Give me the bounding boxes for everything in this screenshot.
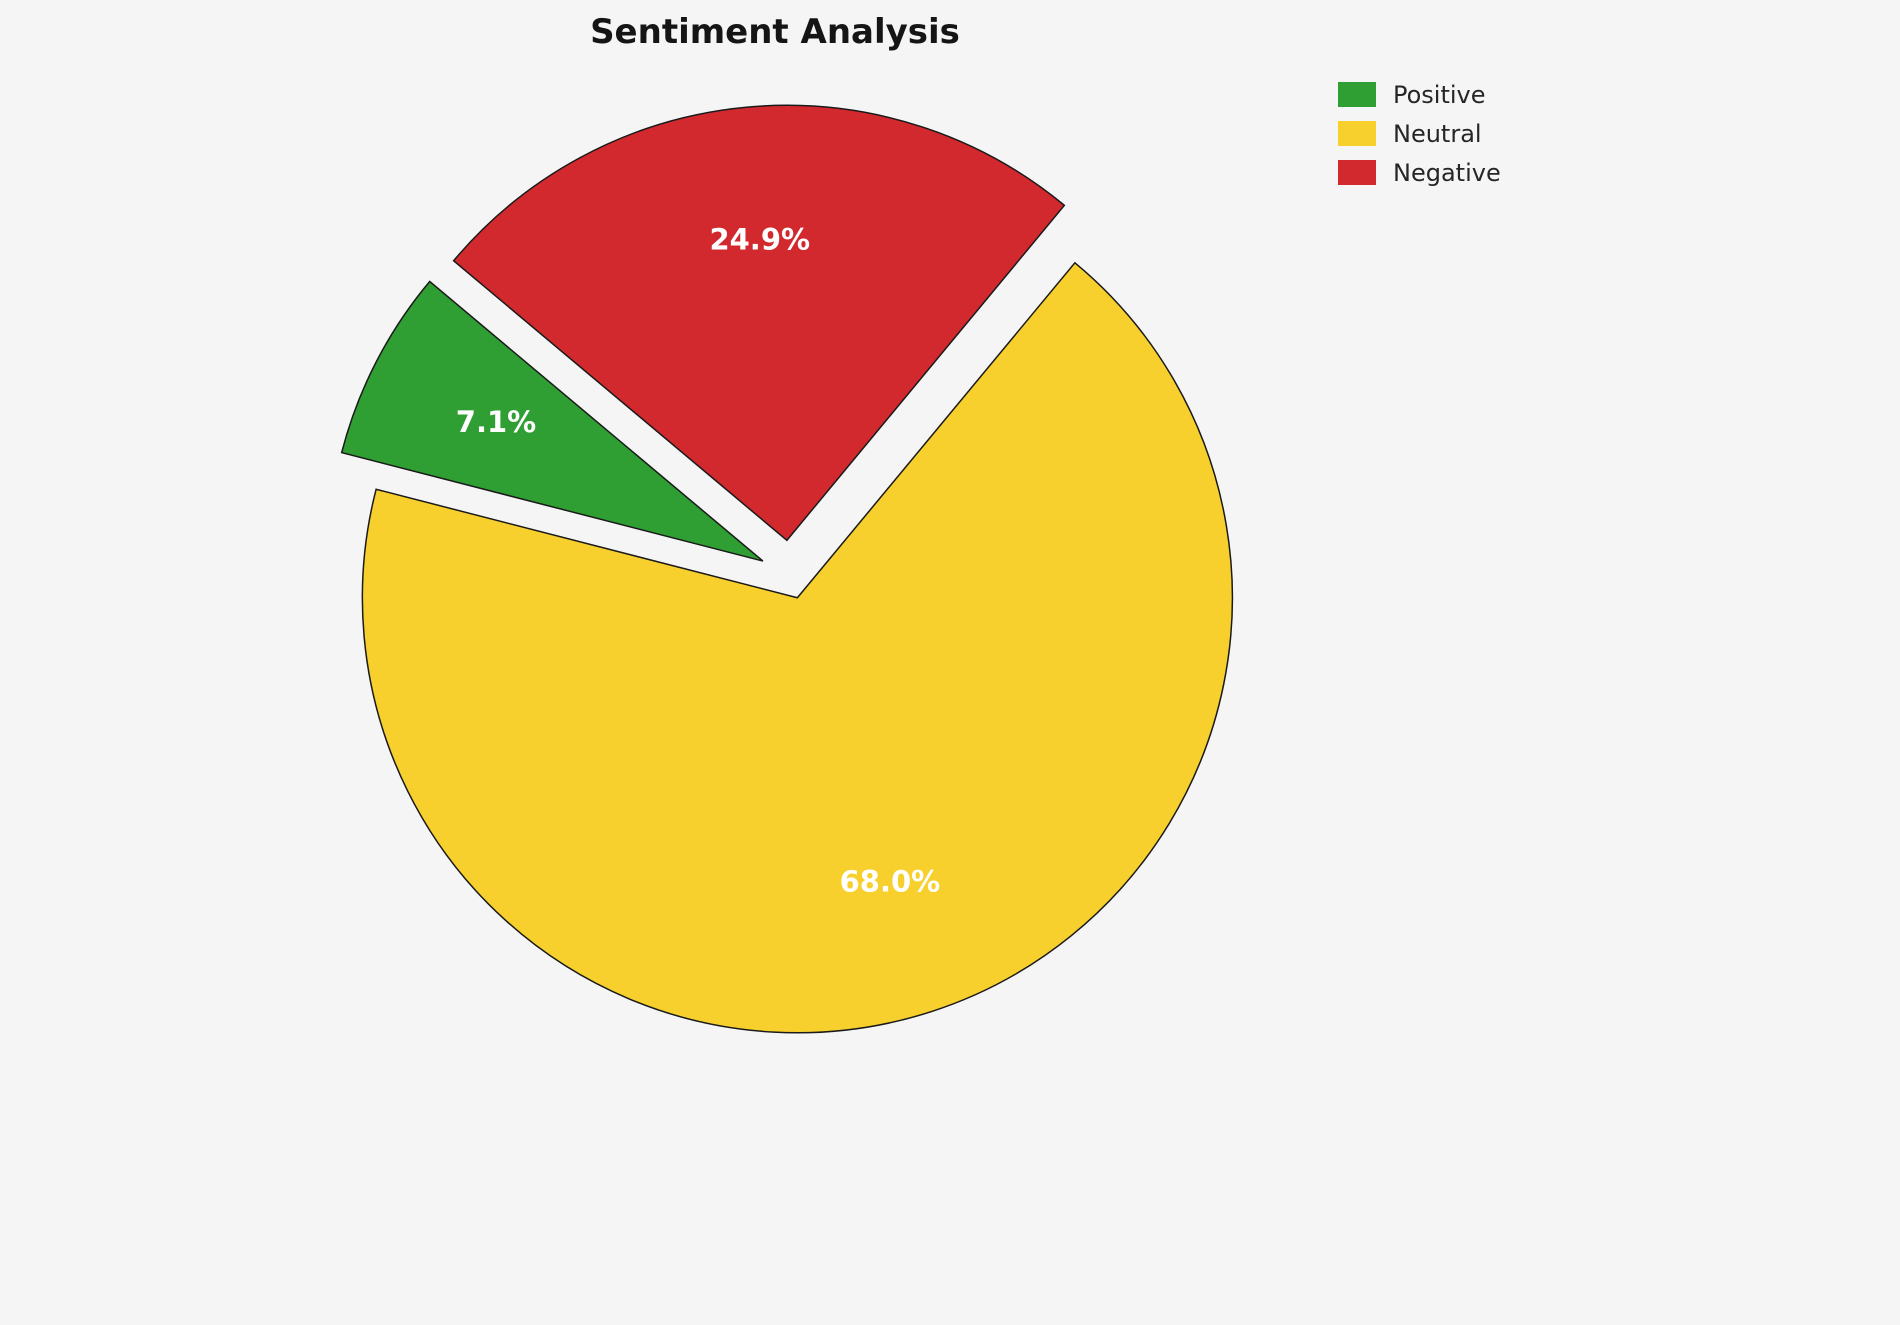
pie-slice-neutral <box>361 261 1234 1034</box>
legend: Positive Neutral Negative <box>1338 82 1501 199</box>
legend-label-neutral: Neutral <box>1393 119 1482 148</box>
pie-slice-negative <box>452 104 1066 542</box>
legend-swatch-neutral-icon <box>1338 121 1376 146</box>
legend-item-positive: Positive <box>1338 82 1501 107</box>
legend-label-negative: Negative <box>1393 158 1501 187</box>
legend-swatch-positive-icon <box>1338 82 1376 107</box>
legend-label-positive: Positive <box>1393 80 1486 109</box>
chart-title: Sentiment Analysis <box>590 12 960 52</box>
pie-percent-label-neutral: 68.0% <box>840 864 941 898</box>
pie-percent-label-negative: 24.9% <box>709 222 810 256</box>
legend-swatch-negative-icon <box>1338 160 1376 185</box>
pie-percent-label-positive: 7.1% <box>456 405 536 439</box>
pie-slice-positive <box>340 280 764 562</box>
legend-item-neutral: Neutral <box>1338 121 1501 146</box>
legend-item-negative: Negative <box>1338 160 1501 185</box>
